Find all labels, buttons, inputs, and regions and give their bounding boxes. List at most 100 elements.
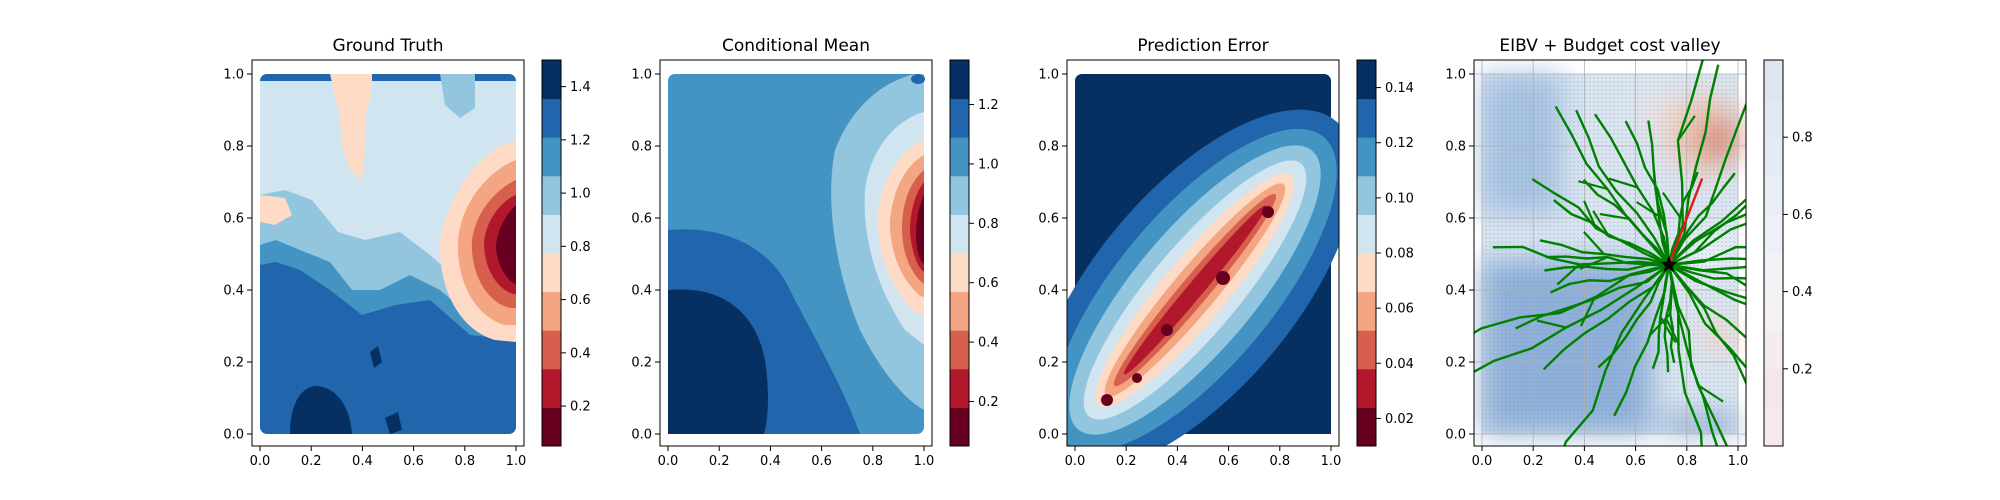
colorbar-band <box>542 175 561 215</box>
colorbar-frame <box>1763 59 1784 447</box>
x-axis: 0.0 0.2 0.4 0.6 0.8 1.0 <box>1065 446 1342 469</box>
candidate-path <box>1492 245 1670 266</box>
colorbar-frame <box>949 59 970 447</box>
colorbar-band <box>1357 291 1376 331</box>
contour-level-0.6 <box>330 74 372 180</box>
candidate-path <box>1563 264 1670 446</box>
y-tick-label: 0.6 <box>631 212 652 227</box>
contour-level-1.4 <box>290 386 352 434</box>
colorbar-band <box>542 98 561 138</box>
y-axis: 0.0 0.2 0.4 0.6 0.8 1.0 <box>1445 68 1474 443</box>
colorbar-tick-label: 0.6 <box>1792 208 1813 223</box>
colorbar-tick-label: 1.4 <box>570 80 591 95</box>
candidate-path-branch <box>1659 316 1677 344</box>
colorbar-band <box>1357 330 1376 370</box>
x-axis: 0.0 0.2 0.4 0.6 0.8 1.0 <box>658 446 934 469</box>
colorbar-tick-label: 0.8 <box>1792 131 1813 146</box>
candidate-path-branch <box>1676 115 1696 142</box>
axes-frame <box>1473 59 1747 447</box>
colorbar-tick-label: 1.2 <box>570 133 591 148</box>
candidate-path <box>1531 178 1670 266</box>
colorbar-tick-label: 0.8 <box>570 240 591 255</box>
candidate-path <box>1575 109 1670 266</box>
colorbar-tick-label: 0.02 <box>1385 412 1414 427</box>
x-tick-label: 0.6 <box>1218 454 1239 469</box>
x-tick-label: 0.6 <box>403 454 424 469</box>
candidate-path <box>1545 255 1669 266</box>
chart-title: Ground Truth <box>332 36 443 56</box>
y-tick-label: 0.4 <box>223 284 244 299</box>
y-tick-label: 0.4 <box>1445 284 1466 299</box>
colorbar-tick-label: 0.4 <box>1792 285 1813 300</box>
colorbar-tick-label: 1.2 <box>978 98 999 113</box>
colorbar-band <box>1764 60 1783 100</box>
colorbar-tick-label: 0.12 <box>1385 136 1414 151</box>
contour-field <box>1067 60 1339 446</box>
selected-path <box>1667 177 1704 266</box>
colorbar-band <box>1764 214 1783 254</box>
x-tick-label: 0.2 <box>1523 454 1544 469</box>
x-tick-label: 0.6 <box>811 454 832 469</box>
colorbar-band <box>950 253 969 293</box>
candidate-path <box>1668 257 1746 266</box>
candidate-path <box>1539 239 1670 266</box>
candidate-path-branch <box>1608 177 1638 189</box>
y-tick-label: 1.0 <box>1038 68 1059 83</box>
candidate-path <box>1667 64 1720 266</box>
colorbar-band <box>1357 368 1376 408</box>
x-tick-label: 1.0 <box>506 454 527 469</box>
colorbar-band <box>950 137 969 177</box>
y-tick-label: 0.4 <box>1038 284 1059 299</box>
x-tick-label: 1.0 <box>1321 454 1342 469</box>
colorbar-band <box>542 137 561 177</box>
panel-prediction-error: Prediction Error 0.0 0.2 0.4 0.6 0.8 1.0 <box>1038 36 1414 469</box>
y-tick-label: 0.8 <box>1445 140 1466 155</box>
colorbar: 0.02 0.04 0.06 0.08 0.10 0.12 0.14 <box>1356 59 1414 447</box>
candidate-path <box>1652 171 1671 265</box>
y-tick-label: 0.4 <box>631 284 652 299</box>
x-tick-label: 0.8 <box>1676 454 1697 469</box>
candidate-path-branch <box>1583 231 1605 255</box>
chart-title: Conditional Mean <box>722 36 870 56</box>
colorbar-band <box>1357 253 1376 293</box>
candidate-path <box>1667 264 1703 446</box>
candidate-path <box>1668 263 1746 280</box>
axes-frame <box>1066 59 1340 447</box>
candidate-path-branch <box>1636 201 1663 220</box>
candidate-path <box>1668 197 1746 266</box>
colorbar-band <box>542 214 561 254</box>
colorbar-tick-label: 1.0 <box>978 157 999 172</box>
x-axis: 0.0 0.2 0.4 0.6 0.8 1.0 <box>250 446 527 469</box>
colorbar-band <box>1764 330 1783 370</box>
colorbar-band <box>950 291 969 331</box>
colorbar-tick-label: 0.4 <box>978 336 999 351</box>
colorbar-band <box>950 214 969 254</box>
candidate-path <box>1550 263 1670 294</box>
candidate-path-branch <box>1665 317 1681 346</box>
colorbar-band <box>950 175 969 215</box>
candidate-path <box>1542 264 1670 371</box>
y-axis: 0.0 0.2 0.4 0.6 0.8 1.0 <box>1038 68 1067 443</box>
y-tick-label: 0.8 <box>223 140 244 155</box>
x-tick-label: 0.4 <box>760 454 781 469</box>
y-tick-label: 1.0 <box>223 68 244 83</box>
colorbar-band <box>542 368 561 408</box>
candidate-paths <box>1474 60 1746 446</box>
candidate-path <box>1668 222 1746 266</box>
x-tick-label: 0.8 <box>1269 454 1290 469</box>
colorbar-tick-label: 0.2 <box>1792 362 1813 377</box>
candidate-path <box>1594 113 1671 266</box>
colorbar-band <box>542 407 561 447</box>
candidate-path-branch <box>1578 180 1608 191</box>
candidate-path-branch <box>1599 212 1630 220</box>
colorbar-band <box>1357 214 1376 254</box>
colorbar-band <box>1357 175 1376 215</box>
colorbar-band <box>1764 98 1783 138</box>
x-tick-label: 0.0 <box>250 454 271 469</box>
x-tick-label: 0.0 <box>1472 454 1493 469</box>
axes-frame <box>251 59 525 447</box>
panel-ground-truth: Ground Truth 0.0 0.2 0.4 0.6 0.8 1.0 0.00.20.… <box>223 36 590 469</box>
candidate-path <box>1668 245 1746 266</box>
y-tick-label: 0.6 <box>223 212 244 227</box>
